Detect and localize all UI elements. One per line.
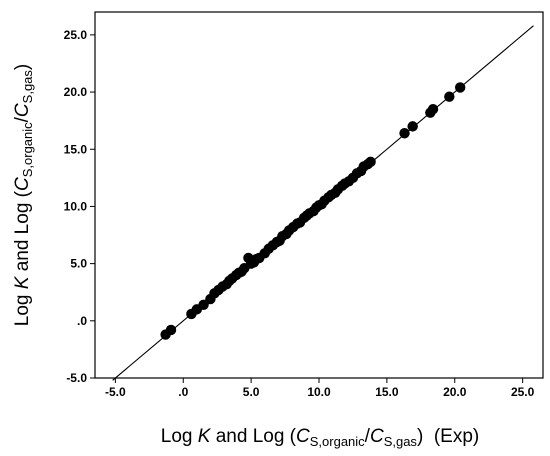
x-axis-ticks: -5.0 .0 5.0 10.0 15.0 20.0 25.0 xyxy=(105,378,535,399)
data-point xyxy=(454,82,466,93)
plot-area xyxy=(94,11,544,379)
y-axis-title-mid: and Log ( xyxy=(12,190,33,276)
x-axis-title-prefix: Log xyxy=(161,426,198,447)
x-axis-title-num-var: C xyxy=(296,426,310,447)
data-point xyxy=(399,128,410,139)
y-tick-label: -5.0 xyxy=(66,371,87,385)
x-axis-title-den-var: C xyxy=(370,426,384,447)
data-points-layer xyxy=(160,82,466,340)
y-tick-label: .0 xyxy=(77,314,87,328)
x-tick-label: 10.0 xyxy=(307,385,331,399)
x-tick-label: 15.0 xyxy=(375,385,399,399)
data-point xyxy=(427,104,439,115)
y-axis-title-num-sub: S,organic xyxy=(20,122,35,177)
x-tick-label: .0 xyxy=(178,385,188,399)
x-axis-title-slash: / xyxy=(365,426,371,447)
x-axis-title: Log K and Log (CS,organic/CS,gas) (Exp) xyxy=(161,426,479,449)
y-tick-label: 25.0 xyxy=(64,28,88,42)
data-point xyxy=(444,91,455,102)
x-axis-title-suffix: ) (Exp) xyxy=(417,426,479,447)
x-axis-title-den-sub: S,gas xyxy=(384,434,418,449)
y-axis-title-var: K xyxy=(12,275,33,289)
x-tick-label: 5.0 xyxy=(243,385,260,399)
x-axis-title-num-sub: S,organic xyxy=(310,434,365,449)
y-axis-title: Log K and Log (CS,organic/CS,gas) xyxy=(12,64,35,327)
y-tick-label: 20.0 xyxy=(64,85,88,99)
y-axis-title-suffix: ) xyxy=(12,64,33,70)
y-tick-label: 10.0 xyxy=(64,199,88,213)
data-point xyxy=(198,299,209,310)
y-axis-title-slash: / xyxy=(12,116,33,122)
y-axis-title-num-var: C xyxy=(12,177,33,191)
y-axis-ticks: -5.0 .0 5.0 10.0 15.0 20.0 25.0 xyxy=(64,28,95,385)
data-point xyxy=(165,324,177,336)
y-tick-label: 15.0 xyxy=(64,142,88,156)
data-point xyxy=(365,156,376,168)
y-axis-title-den-var: C xyxy=(12,103,33,117)
data-point xyxy=(407,121,418,132)
x-axis-title-mid: and Log ( xyxy=(210,426,296,447)
x-tick-label: 20.0 xyxy=(443,385,467,399)
x-tick-label: -5.0 xyxy=(105,385,126,399)
x-axis-title-var: K xyxy=(198,426,212,447)
y-tick-label: 5.0 xyxy=(70,257,87,271)
y-axis-title-den-sub: S,gas xyxy=(20,70,35,104)
y-axis-title-prefix: Log xyxy=(12,289,33,326)
x-tick-label: 25.0 xyxy=(511,385,535,399)
